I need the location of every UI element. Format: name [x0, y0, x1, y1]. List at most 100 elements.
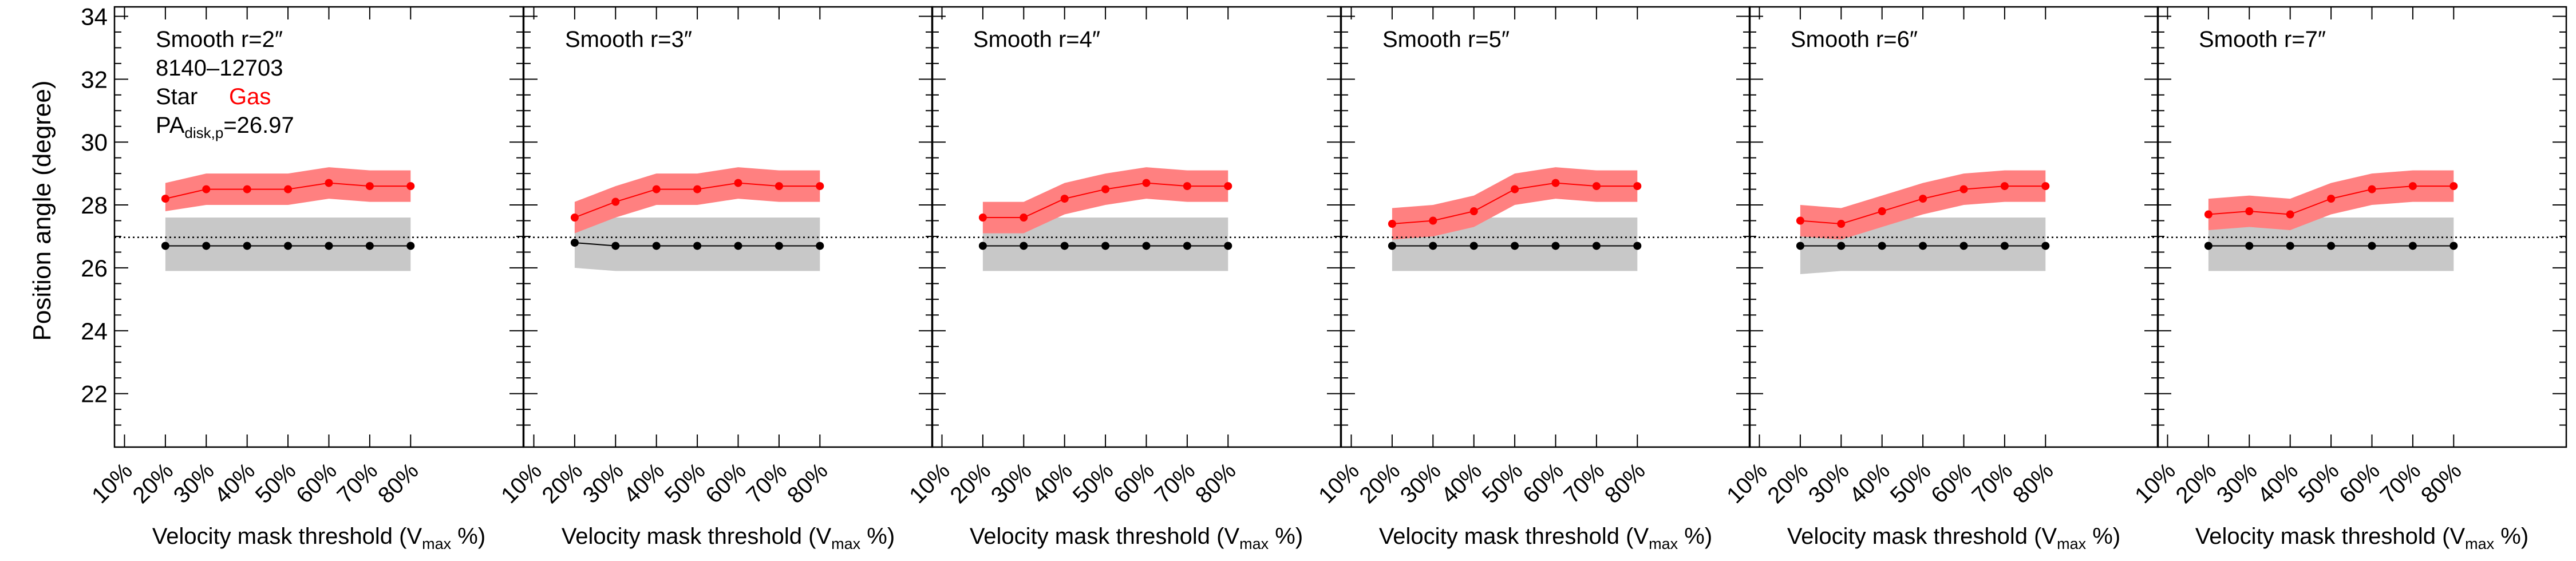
x-tick-label: 80% — [1191, 458, 1241, 508]
star-point — [1511, 242, 1519, 250]
x-tick-label: 70% — [1967, 458, 2018, 508]
gas-point — [1020, 214, 1028, 222]
star-point — [202, 242, 211, 250]
star-point — [2245, 242, 2254, 250]
x-axis-label-subscript: max — [2465, 535, 2495, 552]
y-tick-label: 26 — [81, 255, 108, 282]
x-tick-label: 30% — [1396, 458, 1446, 508]
x-axis-label: Velocity mask threshold (Vmax %) — [562, 524, 895, 552]
x-tick-label: 40% — [1027, 458, 1077, 508]
x-tick-label: 60% — [2334, 458, 2385, 508]
legend-pa-value: =26.97 — [223, 113, 294, 138]
gas-point — [1511, 185, 1519, 193]
x-tick-label: 70% — [2376, 458, 2426, 508]
x-tick-label: 20% — [2171, 458, 2222, 508]
star-point — [406, 242, 415, 250]
x-tick-label: 60% — [701, 458, 751, 508]
panel-5: 10%20%30%40%50%60%70%80% Smooth r=6″ Veloc… — [1722, 6, 2159, 552]
panel-title: Smooth r=7″ — [2199, 27, 2326, 52]
star-point — [2408, 242, 2417, 250]
x-tick-label: 20% — [1355, 458, 1405, 508]
gas-point — [2408, 182, 2417, 191]
star-point — [365, 242, 374, 250]
x-tick-label: 70% — [742, 458, 792, 508]
legend-pa-main: PA — [156, 113, 185, 138]
star-point — [325, 242, 333, 250]
star-point — [978, 242, 987, 250]
x-axis-label-main: Velocity mask threshold (V — [1379, 524, 1649, 549]
x-axis-label-subscript: max — [1649, 535, 1678, 552]
x-tick-label: 60% — [1109, 458, 1159, 508]
x-axis-label-main: Velocity mask threshold (V — [1787, 524, 2057, 549]
x-tick-label: 80% — [373, 458, 424, 508]
panel-3: 10%20%30%40%50%60%70%80% Smooth r=4″ Veloc… — [904, 6, 1342, 552]
x-tick-label: 50% — [660, 458, 710, 508]
gas-point — [365, 182, 374, 191]
panel-title: Smooth r=3″ — [565, 27, 692, 52]
star-point — [1469, 242, 1478, 250]
x-tick-label: 30% — [2212, 458, 2262, 508]
y-tick-label: 30 — [81, 129, 108, 156]
x-axis-label-end: %) — [860, 524, 895, 549]
x-tick-label: 10% — [496, 458, 547, 508]
x-tick-label: 80% — [1600, 458, 1650, 508]
x-tick-label: 30% — [169, 458, 219, 508]
gas-point — [1919, 195, 1927, 203]
gas-point — [1101, 185, 1110, 193]
gas-uncertainty-band — [1392, 167, 1638, 240]
panel-4: 10%20%30%40%50%60%70%80% Smooth r=5″ Veloc… — [1314, 6, 1751, 552]
star-point — [2449, 242, 2458, 250]
legend-galaxy-id: 8140–12703 — [156, 56, 283, 81]
x-tick-label: 80% — [2416, 458, 2467, 508]
x-axis-label-subscript: max — [422, 535, 452, 552]
y-tick-label: 32 — [81, 66, 108, 93]
gas-point — [1592, 182, 1601, 191]
star-point — [1796, 242, 1804, 250]
star-point — [243, 242, 251, 250]
x-tick-label: 80% — [2008, 458, 2059, 508]
star-point — [1101, 242, 1110, 250]
gas-point — [2245, 207, 2254, 216]
gas-point — [816, 182, 824, 191]
x-tick-label: 50% — [251, 458, 301, 508]
x-axis-label-end: %) — [1678, 524, 1712, 549]
gas-point — [2204, 210, 2212, 219]
x-tick-label: 50% — [1886, 458, 1936, 508]
x-tick-label: 40% — [619, 458, 669, 508]
x-tick-label: 40% — [1436, 458, 1487, 508]
x-tick-label: 20% — [1763, 458, 1814, 508]
star-point — [570, 238, 579, 247]
gas-point — [161, 195, 169, 203]
x-tick-label: 40% — [210, 458, 260, 508]
star-point — [734, 242, 742, 250]
gas-point — [1551, 179, 1560, 187]
star-point — [1592, 242, 1601, 250]
x-tick-label: 20% — [128, 458, 179, 508]
x-tick-label: 30% — [578, 458, 629, 508]
x-axis-label-end: %) — [2494, 524, 2528, 549]
x-axis-label-main: Velocity mask threshold (V — [562, 524, 832, 549]
star-point — [284, 242, 293, 250]
x-tick-label: 10% — [1314, 458, 1364, 508]
x-tick-label: 10% — [1722, 458, 1772, 508]
x-tick-label: 20% — [538, 458, 588, 508]
legend-gas-label: Gas — [229, 84, 271, 109]
y-tick-label: 22 — [81, 381, 108, 408]
star-point — [1551, 242, 1560, 250]
gas-point — [978, 214, 987, 222]
star-point — [2204, 242, 2212, 250]
x-tick-label: 40% — [1844, 458, 1895, 508]
x-axis-label-end: %) — [2086, 524, 2120, 549]
x-axis-label: Velocity mask threshold (Vmax %) — [1787, 524, 2120, 552]
x-tick-label: 70% — [333, 458, 383, 508]
gas-point — [1469, 207, 1478, 216]
gas-point — [2449, 182, 2458, 191]
star-point — [1919, 242, 1927, 250]
y-axis-label: Position angle (degree) — [28, 81, 56, 341]
star-point — [1060, 242, 1069, 250]
panel-title: Smooth r=5″ — [1382, 27, 1510, 52]
gas-point — [1837, 220, 1846, 228]
x-axis-label-end: %) — [451, 524, 485, 549]
